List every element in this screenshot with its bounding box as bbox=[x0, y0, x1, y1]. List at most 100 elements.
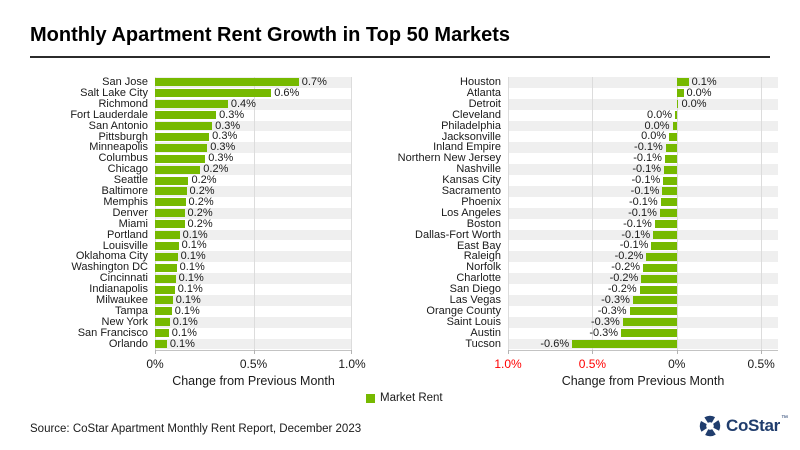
bar bbox=[155, 132, 210, 141]
x-axis-tick-label: 0.5% bbox=[747, 356, 775, 371]
bar-value-label: 0.1% bbox=[169, 337, 195, 350]
bar bbox=[155, 220, 185, 229]
bar-value-label: 0.7% bbox=[301, 75, 327, 88]
bar bbox=[155, 285, 175, 294]
bar-value-label: 0.4% bbox=[230, 97, 256, 110]
gridline bbox=[508, 77, 509, 350]
category-label: Fort Lauderdale bbox=[70, 108, 148, 121]
bar-value-label: 0.1% bbox=[178, 272, 204, 285]
gridline bbox=[676, 77, 678, 350]
bar-value-label: -0.1% bbox=[631, 174, 661, 187]
bar bbox=[654, 220, 677, 229]
category-label: Milwaukee bbox=[96, 294, 148, 306]
bar bbox=[676, 100, 679, 109]
left-rent-growth-bar-chart: San Jose Salt Lake City Richmond Fort Laude… bbox=[30, 75, 365, 410]
category-label: Philadelphia bbox=[441, 119, 501, 132]
bar-value-label: 0.1% bbox=[180, 250, 206, 263]
bar bbox=[672, 122, 677, 131]
bar-value-label: 0.2% bbox=[188, 195, 214, 208]
row-stripe bbox=[508, 98, 778, 110]
bar bbox=[675, 111, 677, 120]
bar bbox=[572, 340, 677, 349]
row-stripe bbox=[508, 77, 778, 88]
bar bbox=[155, 154, 206, 163]
bar bbox=[664, 165, 677, 174]
bar-value-label: 0.1% bbox=[182, 228, 208, 241]
bar bbox=[155, 318, 170, 327]
bar bbox=[155, 187, 187, 196]
category-label: Charlotte bbox=[456, 272, 501, 285]
row-stripe bbox=[508, 120, 778, 132]
bar bbox=[659, 209, 677, 218]
bar bbox=[155, 176, 189, 185]
category-label: Saint Louis bbox=[446, 315, 501, 328]
bar bbox=[155, 198, 186, 207]
category-label: Portland bbox=[107, 228, 148, 241]
category-label: Denver bbox=[112, 206, 148, 219]
bar bbox=[155, 165, 201, 174]
costar-logo-tm: ™ bbox=[780, 414, 788, 422]
row-stripe bbox=[508, 142, 778, 154]
category-label: Seattle bbox=[113, 174, 148, 187]
chart-legend: Market Rent bbox=[366, 392, 443, 404]
plot-area: 0.7% 0.6% 0.4% 0.3% 0.3% 0.3% 0.3% 0.3% 0.2% 0.2%… bbox=[155, 75, 352, 350]
category-label: Raleigh bbox=[463, 250, 501, 263]
bar-value-label: 0.0% bbox=[681, 97, 707, 110]
bar-value-label: -0.1% bbox=[621, 228, 651, 241]
category-label: Nashville bbox=[456, 163, 501, 176]
bar bbox=[660, 198, 677, 207]
bar-value-label: 0.1% bbox=[177, 283, 203, 296]
bar bbox=[155, 122, 213, 131]
bar bbox=[629, 307, 677, 316]
bar bbox=[643, 263, 677, 272]
category-label: Cleveland bbox=[452, 108, 501, 121]
category-label: Dallas-Fort Worth bbox=[415, 228, 501, 241]
x-axis-tick-label: 0.5% bbox=[239, 356, 268, 371]
category-label: Washington DC bbox=[71, 261, 148, 274]
bar-value-label: -0.1% bbox=[628, 195, 658, 208]
bar-value-label: -0.1% bbox=[632, 163, 662, 176]
bar bbox=[155, 231, 180, 240]
bar-value-label: -0.6% bbox=[540, 337, 570, 350]
bar bbox=[155, 143, 208, 152]
x-axis-tickmark bbox=[253, 349, 255, 354]
category-label: Boston bbox=[466, 217, 501, 230]
costar-logo-wordmark: CoStar™ bbox=[726, 414, 788, 436]
bar-value-label: 0.0% bbox=[641, 130, 667, 143]
bar bbox=[155, 111, 217, 120]
bar-value-label: 0.2% bbox=[189, 184, 215, 197]
bar-value-label: 0.0% bbox=[686, 86, 712, 99]
bar-value-label: -0.3% bbox=[601, 293, 630, 306]
x-axis-tickmark bbox=[351, 349, 352, 354]
x-axis-tickmark bbox=[155, 349, 156, 354]
bar bbox=[676, 78, 689, 87]
bar-value-label: -0.1% bbox=[619, 239, 649, 252]
costar-logo-text: CoStar bbox=[726, 416, 780, 435]
category-label: Austin bbox=[470, 326, 501, 339]
bar bbox=[155, 296, 173, 305]
bar bbox=[653, 231, 677, 240]
category-label: Los Angeles bbox=[441, 206, 501, 219]
bar-value-label: -0.3% bbox=[591, 315, 620, 328]
plot-area: 0.1% 0.0% 0.0% 0.0% 0.0% 0.0% -0.1% -0.1% -0.1% -… bbox=[508, 75, 778, 350]
bar-value-label: 0.6% bbox=[274, 86, 300, 99]
bar-value-label: 0.2% bbox=[187, 217, 213, 230]
category-label: Miami bbox=[118, 217, 148, 230]
bar bbox=[669, 132, 677, 141]
bar-value-label: -0.2% bbox=[609, 272, 639, 285]
x-axis-tickmark bbox=[761, 349, 763, 354]
category-label: Baltimore bbox=[101, 185, 148, 197]
category-label: Salt Lake City bbox=[80, 86, 148, 99]
bar bbox=[155, 340, 167, 349]
bar-value-label: 0.1% bbox=[691, 75, 717, 88]
bar bbox=[155, 100, 228, 109]
bar bbox=[632, 296, 677, 305]
bar-value-label: -0.1% bbox=[628, 206, 657, 219]
bar-value-label: -0.1% bbox=[623, 217, 652, 230]
category-label: Louisville bbox=[102, 239, 148, 252]
bar-value-label: 0.0% bbox=[646, 108, 673, 121]
x-axis-tick-label: 0% bbox=[668, 356, 686, 371]
category-label: Phoenix bbox=[461, 195, 501, 208]
category-label: San Diego bbox=[449, 283, 501, 296]
